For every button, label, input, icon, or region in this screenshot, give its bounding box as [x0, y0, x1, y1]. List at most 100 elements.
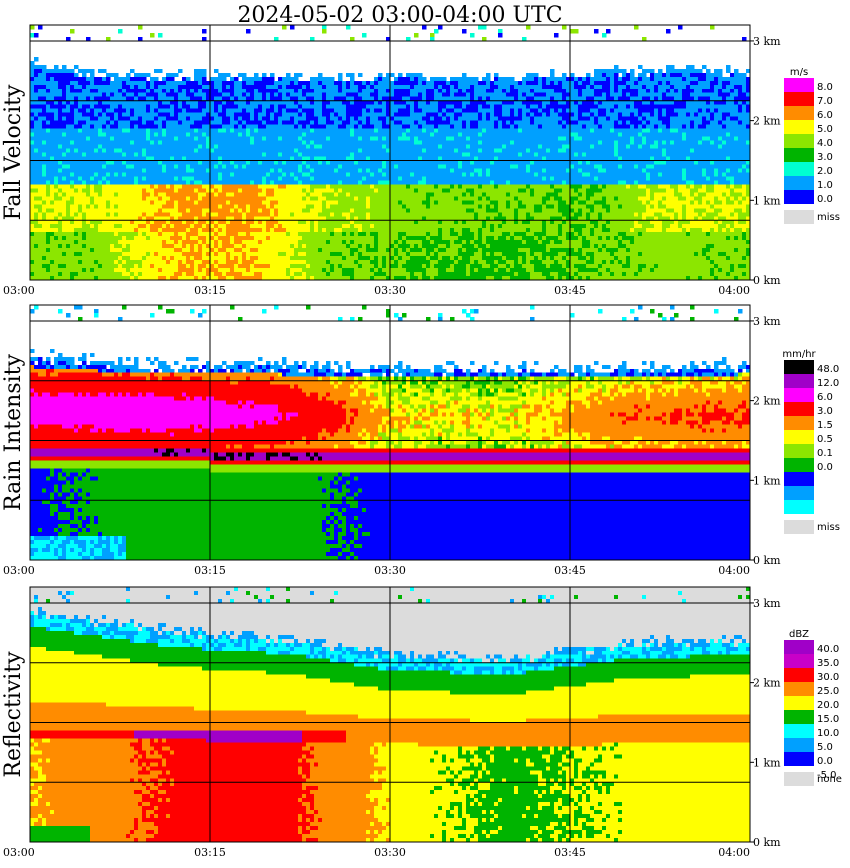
heatmap-cell	[290, 232, 295, 237]
heatmap-cell	[350, 208, 355, 213]
heatmap-cell	[390, 244, 395, 249]
heatmap-cell	[214, 112, 219, 118]
heatmap-cell	[406, 140, 411, 145]
heatmap-cell	[66, 264, 71, 269]
heatmap-cell	[62, 88, 67, 94]
heatmap-cell	[346, 164, 351, 169]
heatmap-cell	[54, 240, 59, 245]
heatmap-cell	[370, 128, 375, 133]
heatmap-cell	[266, 128, 271, 133]
heatmap-cell	[34, 100, 39, 106]
heatmap-cell	[62, 92, 67, 98]
heatmap-cell	[62, 276, 67, 281]
heatmap-cell	[290, 25, 295, 30]
heatmap-cell	[382, 252, 387, 257]
heatmap-cell	[374, 244, 379, 249]
heatmap-cell	[86, 256, 91, 261]
heatmap-cell	[274, 272, 279, 277]
heatmap-cell	[218, 76, 223, 82]
heatmap-cell	[238, 184, 243, 189]
heatmap-cell	[210, 144, 215, 149]
heatmap-cell	[146, 108, 151, 114]
heatmap-cell	[34, 144, 39, 149]
heatmap-cell	[362, 276, 367, 281]
heatmap-cell	[162, 184, 167, 189]
heatmap-cell	[254, 136, 259, 141]
heatmap-cell	[130, 108, 135, 114]
heatmap-cell	[258, 180, 263, 185]
heatmap-cell	[306, 232, 311, 237]
heatmap-cell	[402, 176, 407, 181]
heatmap-cell	[274, 172, 279, 177]
heatmap-cell	[74, 220, 79, 225]
heatmap-cell	[218, 256, 223, 261]
heatmap-cell	[286, 88, 291, 94]
heatmap-cell	[154, 132, 159, 137]
heatmap-cell	[70, 276, 75, 281]
heatmap-cell	[250, 148, 255, 153]
heatmap-cell	[338, 72, 343, 78]
heatmap-cell	[310, 192, 315, 197]
heatmap-cell	[34, 216, 39, 221]
heatmap-cell	[246, 132, 251, 137]
heatmap-cell	[158, 132, 163, 137]
heatmap-cell	[30, 188, 35, 193]
heatmap-cell	[46, 112, 51, 118]
heatmap-cell	[138, 276, 143, 281]
heatmap-cell	[138, 120, 143, 126]
heatmap-cell	[330, 212, 335, 217]
heatmap-cell	[234, 276, 239, 281]
heatmap-cell	[62, 104, 67, 110]
heatmap-cell	[322, 160, 327, 165]
heatmap-cell	[270, 128, 275, 133]
heatmap-cell	[342, 216, 347, 221]
heatmap-cell	[302, 164, 307, 169]
heatmap-cell	[334, 80, 339, 86]
heatmap-cell	[78, 208, 83, 213]
heatmap-cell	[58, 84, 63, 90]
heatmap-cell	[110, 116, 115, 122]
heatmap-cell	[98, 264, 103, 269]
heatmap-cell	[70, 240, 75, 245]
heatmap-cell	[310, 76, 315, 82]
heatmap-cell	[214, 272, 219, 277]
heatmap-cell	[382, 124, 387, 129]
heatmap-cell	[178, 180, 183, 185]
heatmap-cell	[254, 76, 259, 82]
heatmap-cell	[230, 236, 235, 241]
heatmap-cell	[194, 196, 199, 201]
heatmap-cell	[334, 196, 339, 201]
heatmap-cell	[330, 188, 335, 193]
heatmap-cell	[338, 144, 343, 149]
heatmap-cell	[378, 236, 383, 241]
heatmap-cell	[318, 76, 323, 82]
heatmap-cell	[338, 164, 343, 169]
heatmap-cell	[354, 124, 359, 129]
heatmap-cell	[150, 172, 155, 177]
heatmap-cell	[222, 160, 227, 165]
heatmap-cell	[306, 208, 311, 213]
heatmap-cell	[234, 144, 239, 149]
heatmap-cell	[98, 80, 103, 86]
heatmap-cell	[30, 272, 35, 277]
heatmap-cell	[122, 228, 127, 233]
heatmap-cell	[378, 140, 383, 145]
heatmap-cell	[398, 152, 403, 157]
heatmap-cell	[382, 264, 387, 269]
heatmap-cell	[34, 108, 39, 114]
heatmap-cell	[194, 184, 199, 189]
heatmap-cell	[258, 112, 263, 118]
heatmap-cell	[146, 116, 151, 122]
heatmap-cell	[302, 116, 307, 122]
heatmap-cell	[98, 204, 103, 209]
heatmap-cell	[94, 240, 99, 245]
heatmap-cell	[310, 172, 315, 177]
heatmap-cell	[238, 264, 243, 269]
heatmap-cell	[334, 148, 339, 153]
heatmap-cell	[306, 92, 311, 98]
heatmap-cell	[298, 252, 303, 257]
heatmap-cell	[358, 260, 363, 265]
heatmap-cell	[338, 92, 343, 98]
heatmap-cell	[66, 196, 71, 201]
heatmap-cell	[174, 264, 179, 269]
